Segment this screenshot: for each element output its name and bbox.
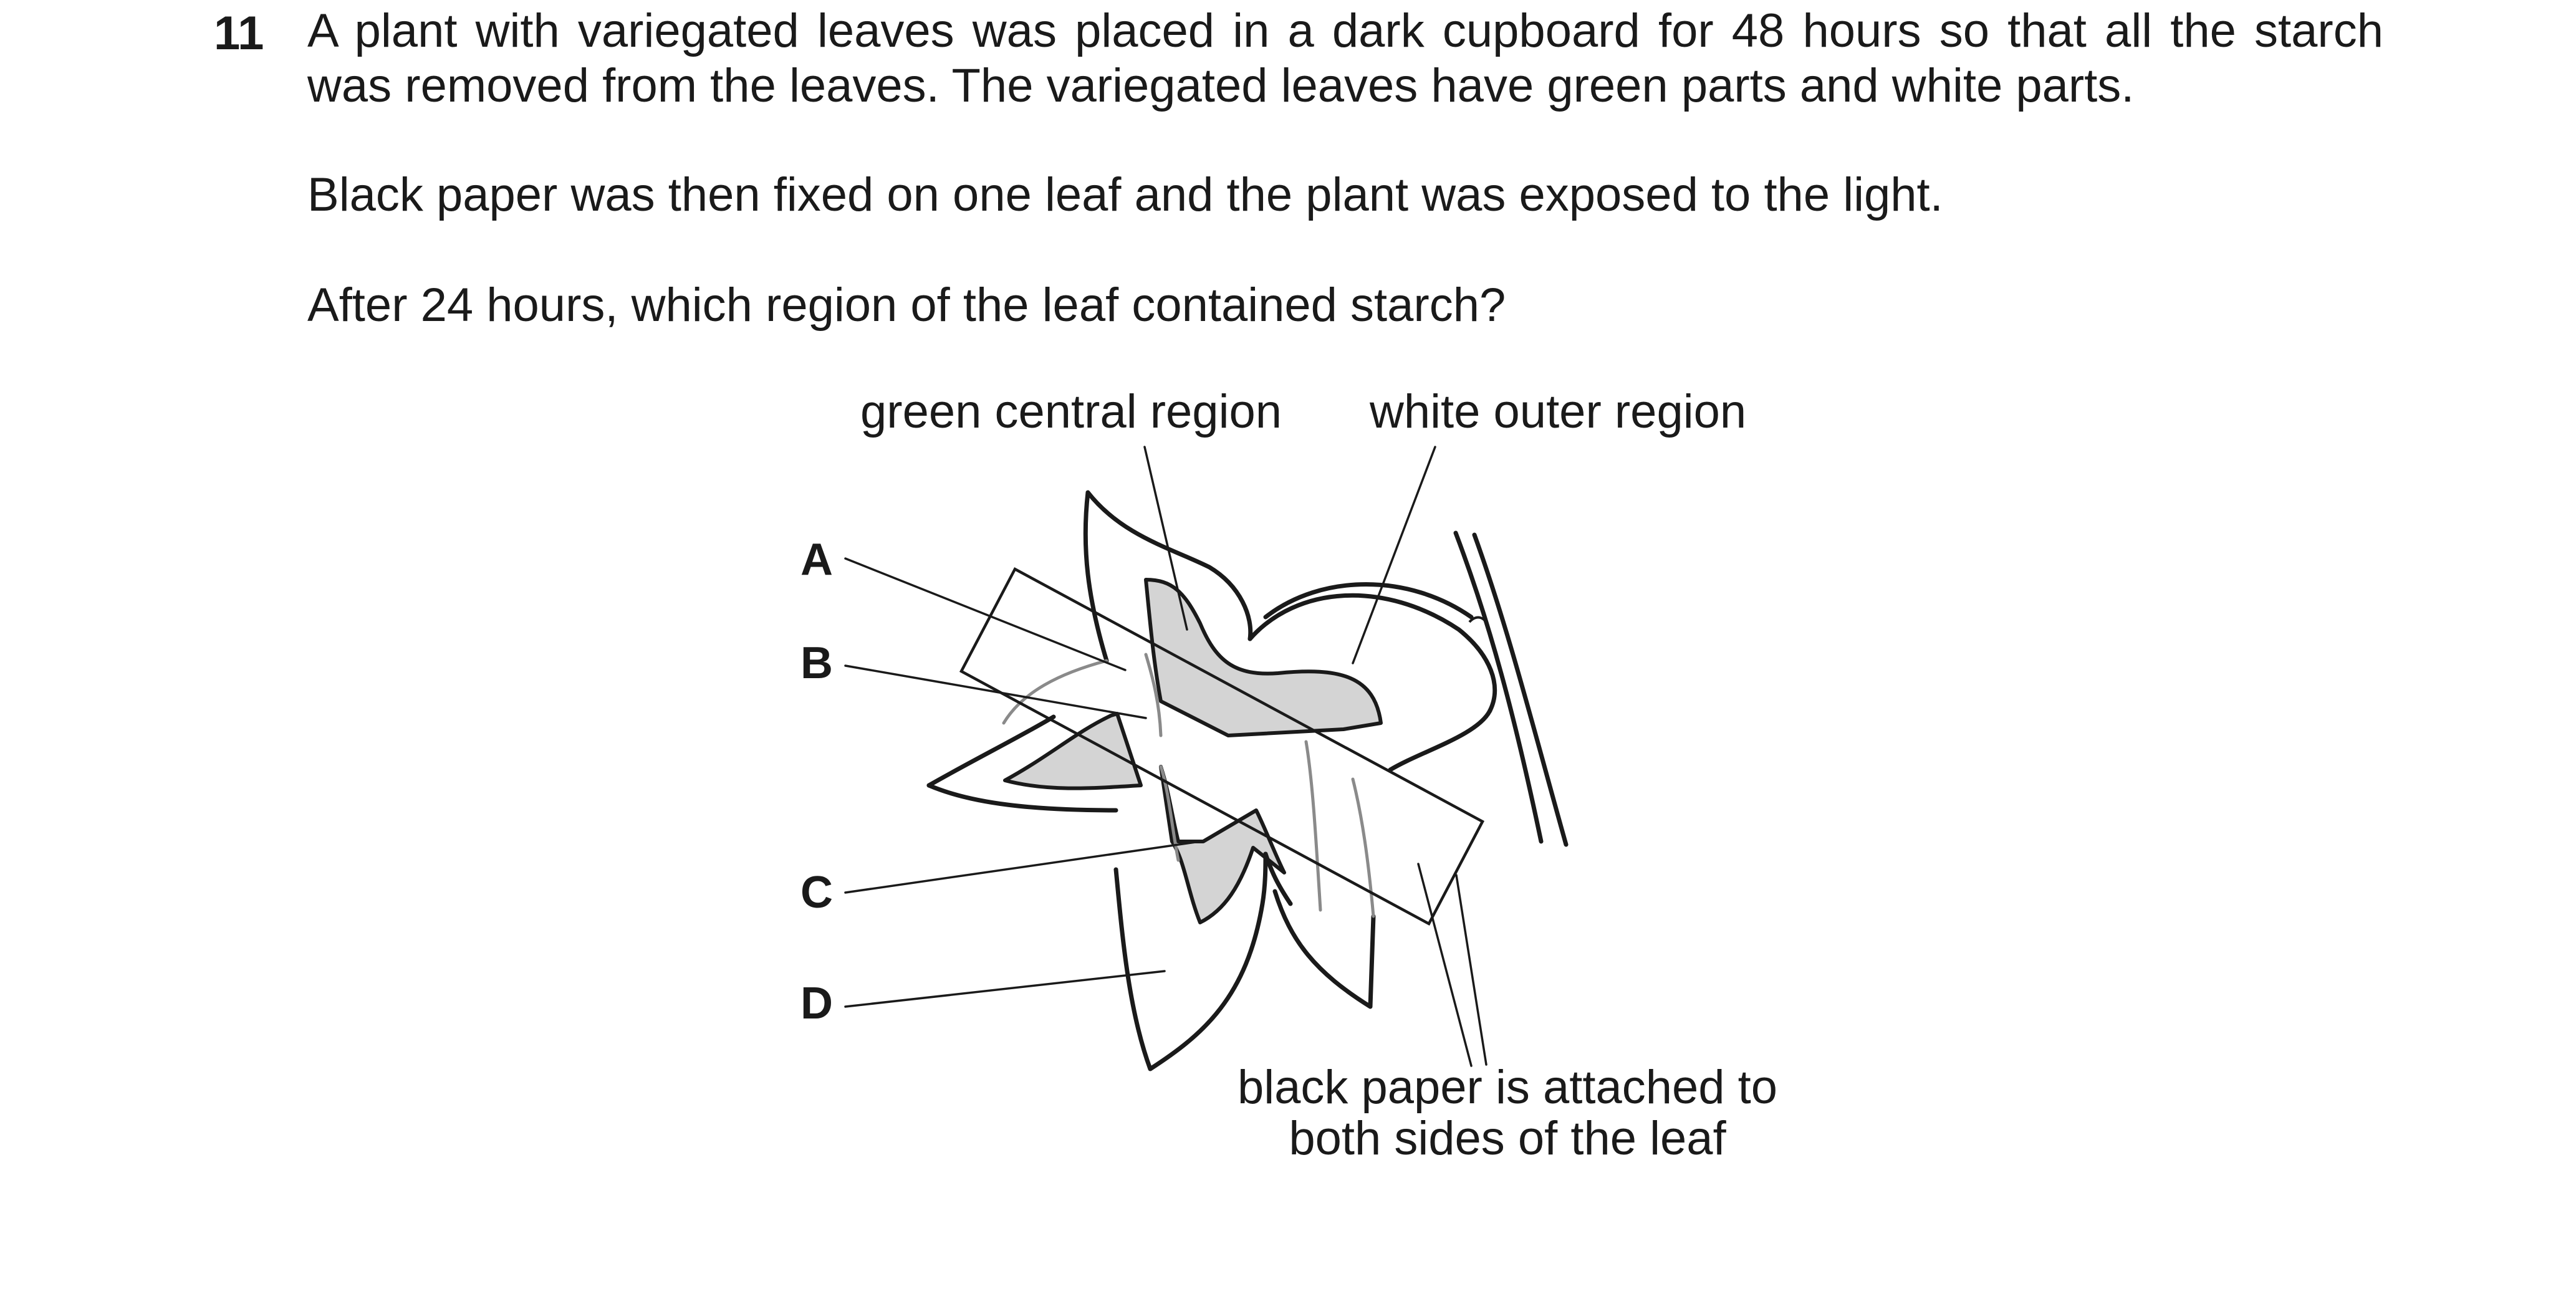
question-prompt: After 24 hours, which region of the leaf… — [307, 279, 1506, 332]
black-paper-label-line-2: both sides of the leaf — [1289, 1112, 1726, 1165]
leaf-stem — [1453, 530, 1569, 847]
option-label-b: B — [800, 638, 833, 688]
leaf-notch-mark — [1468, 616, 1489, 627]
green-central-region — [1003, 578, 1383, 924]
leaf-outline — [926, 490, 1497, 1071]
black-paper-strip — [959, 567, 1485, 926]
question-number: 11 — [214, 7, 264, 60]
leader-lines — [844, 446, 1487, 1067]
option-label-d: D — [800, 979, 833, 1028]
option-label-a: A — [800, 535, 833, 585]
question-paragraph-intro: A plant with variegated leaves was place… — [307, 4, 2383, 112]
option-label-c: C — [800, 868, 833, 918]
white-region-label: white outer region — [1369, 385, 1746, 438]
green-region-label: green central region — [860, 385, 1282, 438]
question-paragraph-paper: Black paper was then fixed on one leaf a… — [307, 168, 1943, 221]
leaf-hidden-outline — [1002, 653, 1375, 918]
black-paper-label-line-1: black paper is attached to — [1238, 1061, 1777, 1114]
